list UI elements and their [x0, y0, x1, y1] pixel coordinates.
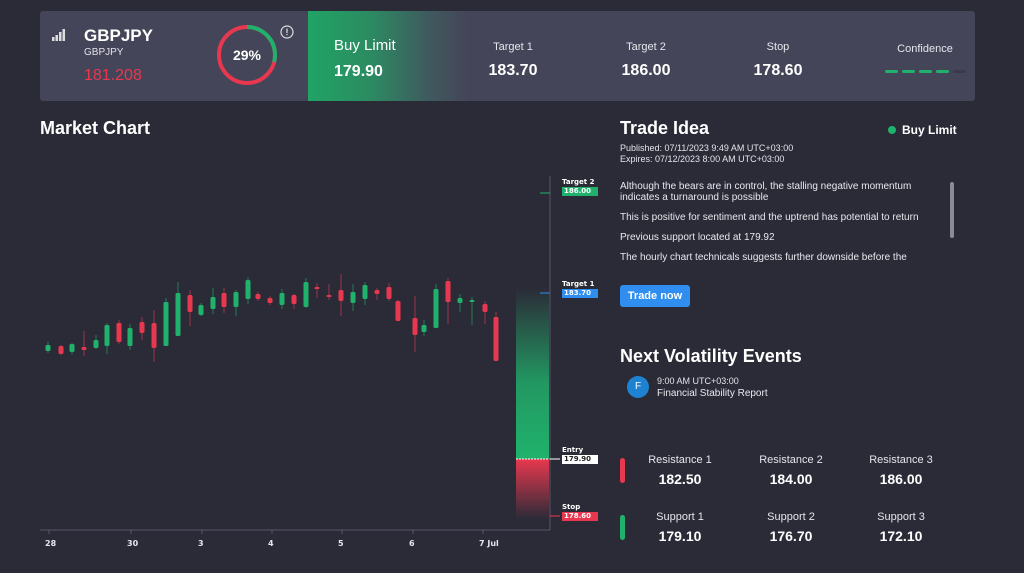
- profit-zone: [516, 288, 549, 459]
- level-tag-target1: Target 1 183.70: [562, 280, 598, 298]
- level-label: Support 1: [656, 511, 704, 523]
- entry-price: 179.90: [334, 63, 383, 80]
- idea-paragraph: This is positive for sentiment and the u…: [620, 212, 919, 223]
- level-tag-value: 178.60: [562, 512, 598, 521]
- trade-idea-meta: Published: 07/11/2023 9:49 AM UTC+03:00 …: [620, 143, 793, 165]
- event-letter-icon: F: [627, 376, 649, 398]
- stat-label: Target 2: [626, 41, 666, 53]
- resistance-3: Resistance 3 186.00: [846, 454, 956, 487]
- level-tag-value: 186.00: [562, 187, 598, 196]
- level-value: 184.00: [769, 471, 813, 487]
- confidence-meter: Confidence: [880, 43, 970, 73]
- support-indicator: [620, 515, 625, 540]
- svg-text:6: 6: [409, 539, 415, 548]
- trade-direction-label: Buy Limit: [902, 123, 957, 137]
- confidence-segment: [884, 70, 898, 73]
- stat-value: 186.00: [621, 62, 671, 79]
- level-label: Resistance 3: [869, 454, 933, 466]
- level-tag-value: 183.70: [562, 289, 598, 298]
- svg-text:28: 28: [45, 539, 57, 548]
- trade-idea-text[interactable]: Although the bears are in control, the s…: [620, 181, 942, 267]
- confidence-segment: [918, 70, 932, 73]
- level-label: Support 3: [877, 511, 925, 523]
- level-value: 176.70: [769, 528, 813, 544]
- stat-target-1: Target 1 183.70: [463, 41, 563, 80]
- level-tag-value: 179.90: [562, 455, 598, 464]
- order-type-block: Buy Limit 179.90: [308, 11, 468, 101]
- idea-paragraph: The hourly chart technicals suggests fur…: [620, 252, 907, 263]
- stat-value: 178.60: [753, 62, 803, 79]
- idea-paragraph: Although the bears are in control, the s…: [620, 181, 912, 203]
- resistance-1: Resistance 1 182.50: [625, 454, 735, 487]
- level-tag-label: Target 1: [562, 280, 595, 288]
- level-label: Resistance 1: [648, 454, 712, 466]
- loss-zone: [516, 459, 549, 519]
- trade-idea-scrollbar[interactable]: [950, 182, 954, 238]
- level-label: Resistance 2: [759, 454, 823, 466]
- sentiment-gauge: [217, 25, 277, 85]
- level-value: 172.10: [879, 528, 923, 544]
- market-chart-title: Market Chart: [40, 118, 151, 138]
- trade-idea-title: Trade Idea: [620, 118, 710, 138]
- trade-now-button[interactable]: Trade now: [620, 285, 690, 307]
- stat-label: Stop: [766, 41, 790, 53]
- symbol-name: GBPJPY: [84, 26, 153, 45]
- volatility-title: Next Volatility Events: [620, 346, 802, 366]
- resistance-2: Resistance 2 184.00: [736, 454, 846, 487]
- trade-direction-badge: Buy Limit: [888, 123, 957, 137]
- status-dot-icon: [888, 126, 896, 134]
- candlestick-chart[interactable]: 28 30 3 4 5 6 7 Jul: [40, 170, 600, 550]
- svg-text:30: 30: [127, 539, 139, 548]
- level-tag-entry: Entry 179.90: [562, 446, 598, 464]
- idea-paragraph: Previous support located at 179.92: [620, 232, 775, 243]
- level-value: 186.00: [879, 471, 923, 487]
- x-axis-ticks: 28 30 3 4 5 6 7 Jul: [45, 530, 499, 548]
- confidence-segment: [901, 70, 915, 73]
- instrument-summary-bar: GBPJPY GBPJPY 181.208 29% Buy Limit 179.…: [40, 11, 975, 101]
- current-price: 181.208: [84, 67, 142, 84]
- confidence-segment: [935, 70, 949, 73]
- svg-text:4: 4: [268, 539, 274, 548]
- event-time: 9:00 AM UTC+03:00: [657, 376, 739, 386]
- level-tag-label: Stop: [562, 503, 581, 511]
- gauge-percent: 29%: [232, 47, 262, 63]
- level-tag-target2: Target 2 186.00: [562, 178, 598, 196]
- stat-label: Target 1: [493, 41, 533, 53]
- stat-value: 183.70: [488, 62, 538, 79]
- published-date: Published: 07/11/2023 9:49 AM UTC+03:00: [620, 143, 794, 153]
- symbol-subtitle: GBPJPY: [84, 47, 124, 58]
- level-tag-stop: Stop 178.60: [562, 503, 598, 521]
- confidence-segment: [952, 70, 966, 73]
- expiry-date: Expires: 07/12/2023 8:00 AM UTC+03:00: [620, 154, 785, 164]
- event-name[interactable]: Financial Stability Report: [657, 388, 768, 399]
- support-2: Support 2 176.70: [736, 511, 846, 544]
- info-icon[interactable]: [280, 25, 294, 39]
- svg-text:3: 3: [198, 539, 204, 548]
- candles: [45, 274, 499, 362]
- stat-stop: Stop 178.60: [728, 41, 828, 80]
- level-tag-label: Target 2: [562, 178, 595, 186]
- svg-text:5: 5: [338, 539, 344, 548]
- level-value: 179.10: [658, 528, 702, 544]
- level-value: 182.50: [658, 471, 702, 487]
- level-label: Support 2: [767, 511, 815, 523]
- support-3: Support 3 172.10: [846, 511, 956, 544]
- svg-text:7 Jul: 7 Jul: [479, 539, 499, 548]
- level-tag-label: Entry: [562, 446, 584, 454]
- support-1: Support 1 179.10: [625, 511, 735, 544]
- confidence-bars: [880, 70, 970, 73]
- stat-target-2: Target 2 186.00: [596, 41, 696, 80]
- confidence-label: Confidence: [897, 43, 953, 55]
- order-type-label: Buy Limit: [334, 37, 396, 54]
- resistance-indicator: [620, 458, 625, 483]
- signal-bars-icon: [52, 29, 65, 41]
